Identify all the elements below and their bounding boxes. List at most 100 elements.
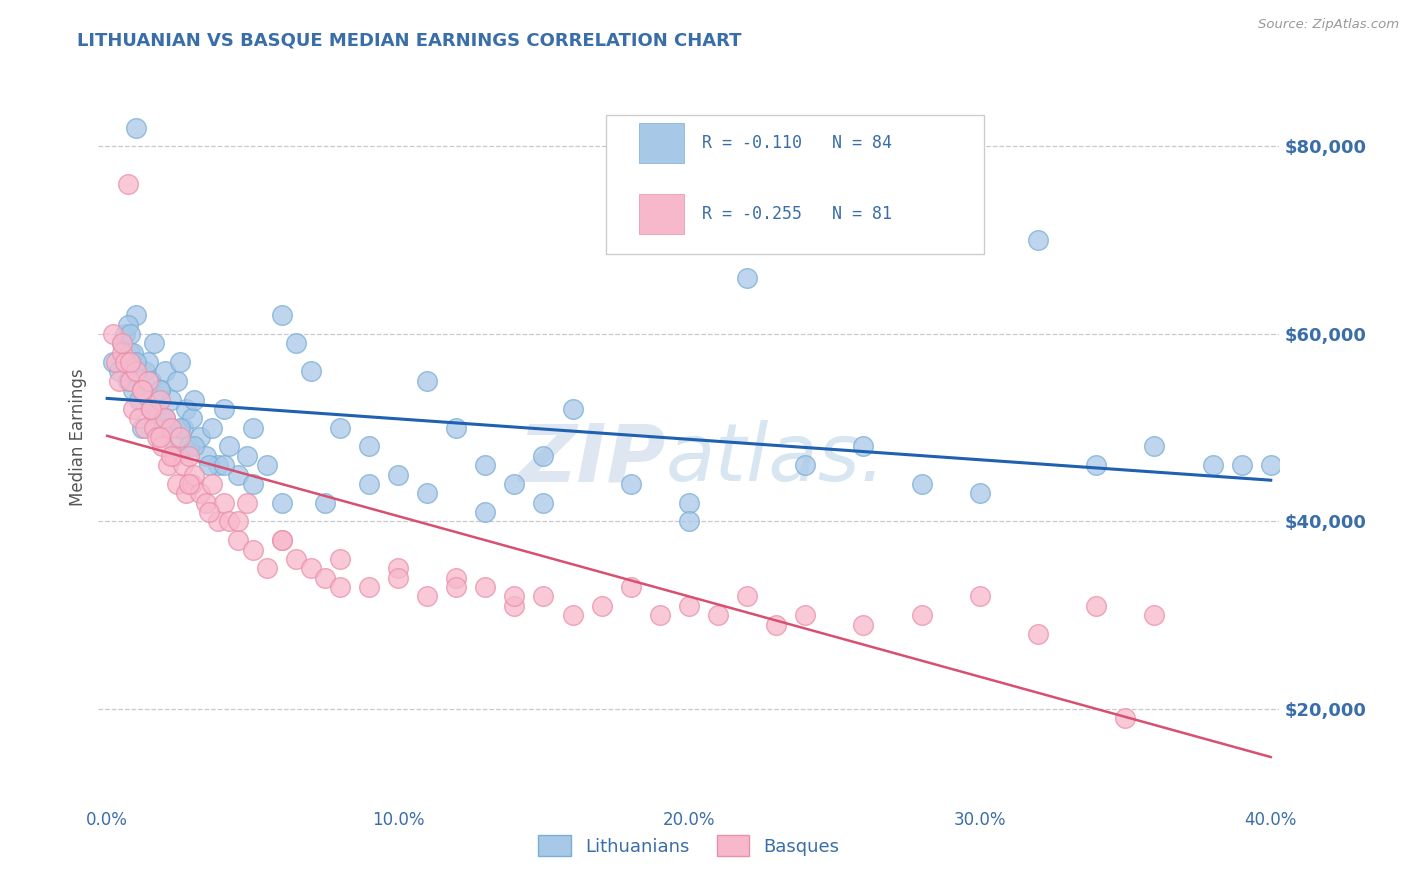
- Point: [226, 533, 249, 548]
- Text: LITHUANIAN VS BASQUE MEDIAN EARNINGS CORRELATION CHART: LITHUANIAN VS BASQUE MEDIAN EARNINGS COR…: [77, 31, 742, 49]
- Point: [329, 552, 352, 566]
- Point: [1143, 608, 1166, 623]
- Text: R = -0.255   N = 81: R = -0.255 N = 81: [702, 204, 891, 223]
- Point: [160, 420, 183, 434]
- Point: [212, 401, 235, 416]
- Point: [120, 326, 142, 341]
- Point: [155, 364, 177, 378]
- Point: [177, 440, 200, 454]
- Point: [142, 420, 165, 434]
- Point: [1230, 458, 1253, 473]
- Point: [969, 486, 991, 500]
- Point: [145, 430, 167, 444]
- Point: [285, 336, 308, 351]
- Point: [218, 515, 240, 529]
- Point: [148, 392, 170, 407]
- Point: [169, 420, 191, 434]
- Legend: Lithuanians, Basques: Lithuanians, Basques: [531, 828, 846, 863]
- Point: [387, 571, 409, 585]
- Point: [139, 401, 162, 416]
- Point: [911, 608, 934, 623]
- Point: [387, 467, 409, 482]
- Point: [201, 477, 224, 491]
- Point: [357, 440, 380, 454]
- Point: [117, 318, 139, 332]
- Point: [852, 440, 875, 454]
- Point: [591, 599, 613, 613]
- Point: [852, 617, 875, 632]
- Point: [218, 440, 240, 454]
- Point: [107, 364, 129, 378]
- Point: [122, 401, 145, 416]
- Point: [139, 401, 162, 416]
- Point: [256, 561, 278, 575]
- Point: [285, 552, 308, 566]
- Point: [270, 533, 292, 548]
- Point: [198, 458, 221, 473]
- Point: [236, 449, 259, 463]
- Point: [160, 449, 183, 463]
- Point: [174, 486, 197, 500]
- Point: [1143, 440, 1166, 454]
- Point: [111, 345, 134, 359]
- Point: [533, 496, 555, 510]
- Point: [180, 411, 202, 425]
- FancyBboxPatch shape: [640, 122, 685, 163]
- Point: [1085, 599, 1108, 613]
- Point: [111, 336, 134, 351]
- Text: atlas.: atlas.: [665, 420, 886, 498]
- Point: [183, 440, 205, 454]
- Point: [101, 355, 124, 369]
- Point: [142, 336, 165, 351]
- Point: [620, 580, 643, 594]
- Point: [157, 420, 180, 434]
- Point: [172, 458, 194, 473]
- Point: [474, 505, 496, 519]
- Point: [183, 467, 205, 482]
- Point: [765, 617, 787, 632]
- Point: [256, 458, 278, 473]
- Point: [678, 515, 700, 529]
- Point: [166, 374, 188, 388]
- Point: [648, 608, 671, 623]
- Point: [242, 542, 264, 557]
- Point: [236, 496, 259, 510]
- Point: [620, 477, 643, 491]
- Point: [174, 401, 197, 416]
- Point: [911, 477, 934, 491]
- Point: [416, 374, 439, 388]
- Point: [387, 561, 409, 575]
- Point: [314, 571, 336, 585]
- Point: [125, 120, 148, 135]
- Point: [198, 505, 221, 519]
- Point: [131, 420, 153, 434]
- Point: [299, 561, 322, 575]
- Point: [226, 467, 249, 482]
- Point: [136, 355, 159, 369]
- Point: [416, 486, 439, 500]
- Point: [444, 571, 467, 585]
- Point: [707, 608, 730, 623]
- Point: [299, 364, 322, 378]
- Point: [172, 420, 194, 434]
- Text: R = -0.110   N = 84: R = -0.110 N = 84: [702, 134, 891, 152]
- Point: [533, 449, 555, 463]
- Point: [212, 458, 235, 473]
- Point: [314, 496, 336, 510]
- Point: [148, 383, 170, 397]
- Point: [134, 420, 156, 434]
- Point: [128, 392, 150, 407]
- Point: [117, 374, 139, 388]
- Point: [155, 411, 177, 425]
- Point: [163, 440, 186, 454]
- Point: [242, 420, 264, 434]
- Point: [122, 383, 145, 397]
- Point: [166, 477, 188, 491]
- Point: [226, 515, 249, 529]
- Point: [242, 477, 264, 491]
- Point: [329, 420, 352, 434]
- Point: [180, 477, 202, 491]
- Point: [270, 308, 292, 322]
- Point: [329, 580, 352, 594]
- Point: [152, 440, 174, 454]
